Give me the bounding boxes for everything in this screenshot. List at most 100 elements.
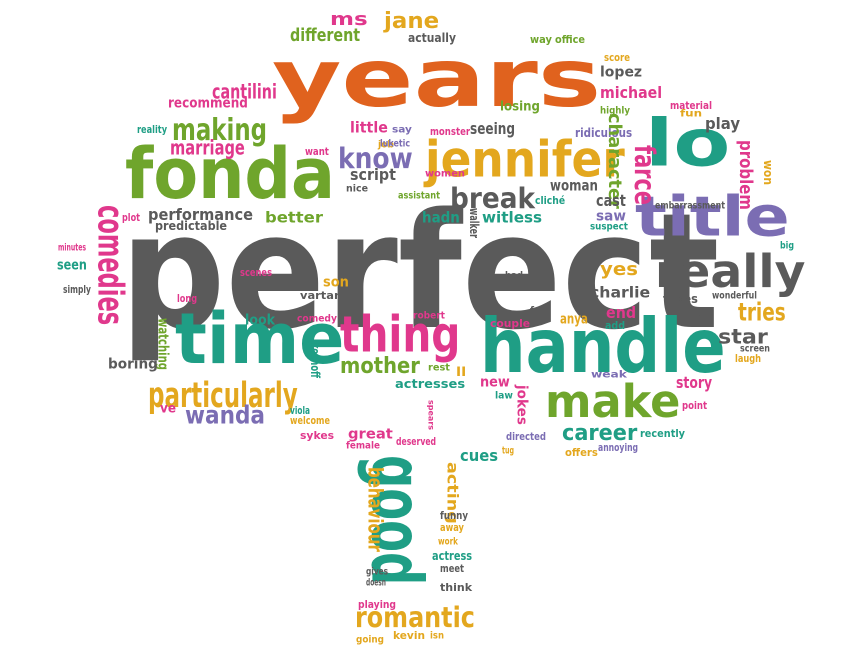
word: mother bbox=[340, 353, 420, 379]
word: assistant bbox=[398, 189, 440, 201]
word: lo bbox=[645, 107, 731, 182]
word: great bbox=[348, 425, 393, 443]
word: tug bbox=[502, 444, 515, 456]
word: walker bbox=[467, 208, 481, 239]
word: going bbox=[356, 633, 384, 645]
word: wanda bbox=[185, 401, 266, 430]
word: jokes bbox=[513, 385, 531, 425]
word: break bbox=[450, 182, 536, 216]
word: star bbox=[718, 325, 768, 349]
word: ve bbox=[160, 401, 177, 416]
word: recently bbox=[640, 427, 686, 440]
word: highly bbox=[600, 104, 631, 116]
word: feel bbox=[530, 304, 551, 317]
word: different bbox=[290, 24, 361, 46]
word: recommend bbox=[168, 94, 248, 112]
word: point bbox=[682, 399, 708, 412]
word: career bbox=[562, 420, 638, 446]
word: weak bbox=[591, 368, 627, 380]
word: tries bbox=[738, 298, 786, 327]
word: wonderful bbox=[712, 289, 757, 301]
word: new bbox=[480, 373, 510, 391]
word: luketic bbox=[380, 137, 411, 149]
word: little bbox=[350, 118, 388, 137]
word: lopez bbox=[600, 63, 643, 81]
word: particularly bbox=[148, 375, 298, 416]
word: robert bbox=[413, 309, 445, 321]
word: offers bbox=[565, 446, 598, 459]
word: annoying bbox=[598, 441, 639, 454]
word: embarrassment bbox=[655, 199, 725, 211]
word: want bbox=[305, 145, 329, 158]
word: ridiculous bbox=[575, 126, 633, 140]
word: behaviour bbox=[363, 467, 387, 552]
word: bit bbox=[680, 308, 703, 326]
word: hadn bbox=[422, 208, 460, 227]
word: predictable bbox=[155, 219, 228, 233]
word: fonda bbox=[125, 134, 335, 216]
word: welcome bbox=[290, 414, 330, 427]
word: title bbox=[635, 185, 790, 250]
word: won bbox=[761, 160, 775, 185]
word: play bbox=[705, 114, 741, 134]
word: plot bbox=[122, 211, 140, 224]
word: cantilini bbox=[212, 80, 277, 104]
word: jennifer bbox=[425, 131, 625, 189]
word: making bbox=[172, 112, 268, 148]
word: playing bbox=[358, 598, 396, 611]
word: material bbox=[670, 99, 713, 112]
word: seeing bbox=[470, 119, 515, 139]
word: viola bbox=[290, 404, 310, 417]
word: actually bbox=[408, 31, 456, 45]
word: isn bbox=[430, 629, 444, 641]
word: boring bbox=[108, 355, 158, 373]
word: scenes bbox=[240, 266, 273, 279]
word: ll bbox=[456, 365, 467, 379]
word: long bbox=[177, 292, 198, 305]
word: anya bbox=[560, 310, 588, 328]
word: job bbox=[378, 138, 394, 150]
word: jane bbox=[384, 8, 440, 34]
word: directed bbox=[506, 430, 546, 443]
word: away bbox=[440, 521, 464, 534]
word: thing bbox=[340, 306, 461, 364]
word: actress bbox=[432, 549, 473, 563]
word: rest bbox=[428, 361, 450, 373]
word: yes bbox=[600, 258, 639, 280]
word: bad bbox=[505, 269, 524, 281]
word: say bbox=[392, 123, 412, 135]
word: way bbox=[530, 33, 552, 46]
word: female bbox=[346, 439, 381, 451]
word: vartan bbox=[300, 289, 343, 302]
word: reality bbox=[137, 123, 168, 136]
word: really bbox=[655, 246, 806, 299]
word: know bbox=[338, 142, 413, 176]
word: big bbox=[780, 239, 794, 251]
word: son bbox=[323, 273, 349, 291]
word: better bbox=[265, 208, 323, 227]
word: deserved bbox=[396, 435, 437, 448]
word: gives bbox=[366, 565, 389, 577]
word: simply bbox=[63, 283, 91, 296]
word: comedy bbox=[297, 312, 337, 324]
word: seen bbox=[57, 256, 87, 274]
word: cues bbox=[460, 446, 499, 466]
word: time bbox=[175, 299, 345, 381]
word: spears bbox=[426, 400, 436, 431]
word: law bbox=[495, 389, 513, 401]
word: charlie bbox=[590, 283, 651, 302]
word: woman bbox=[550, 176, 598, 195]
word: nice bbox=[346, 182, 369, 194]
word: witless bbox=[482, 208, 543, 227]
word: minutes bbox=[58, 241, 87, 253]
word: performance bbox=[148, 205, 254, 225]
word: kochoff bbox=[308, 343, 322, 379]
word: saw bbox=[596, 207, 626, 225]
word: story bbox=[676, 373, 713, 393]
word: kevin bbox=[393, 629, 425, 642]
word: office bbox=[555, 33, 585, 46]
word: actresses bbox=[395, 377, 466, 391]
word: work bbox=[438, 535, 458, 547]
word: screen bbox=[740, 342, 770, 354]
word: end bbox=[606, 303, 637, 323]
